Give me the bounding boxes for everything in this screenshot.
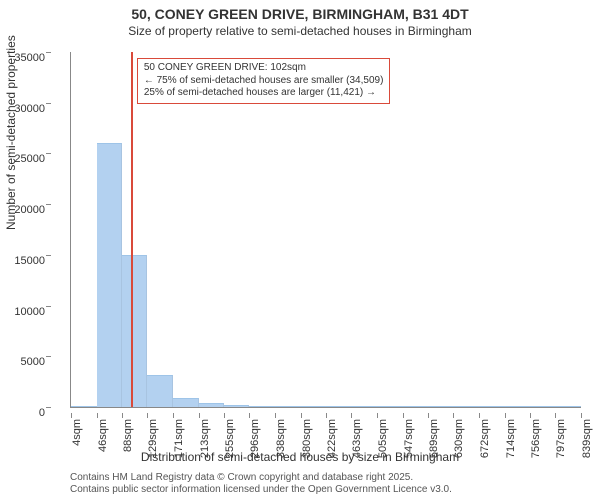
histogram-bar <box>71 406 97 407</box>
property-marker-line <box>131 52 133 407</box>
histogram-bar <box>224 405 249 407</box>
histogram-bar <box>403 406 429 407</box>
histogram-bar <box>97 143 123 407</box>
histogram-bar <box>530 406 555 407</box>
histogram-bar <box>505 406 531 407</box>
annotation-line2: ← 75% of semi-detached houses are smalle… <box>144 75 384 88</box>
footer-line2: Contains public sector information licen… <box>70 484 452 496</box>
y-axis-label: Number of semi-detached properties <box>4 35 18 230</box>
histogram-bar <box>199 403 225 407</box>
histogram-bar <box>249 406 275 407</box>
x-axis-label: Distribution of semi-detached houses by … <box>0 450 600 464</box>
histogram-bar <box>301 406 327 407</box>
plot-area: 050001000015000200002500030000350004sqm4… <box>70 52 581 408</box>
chart-title: 50, CONEY GREEN DRIVE, BIRMINGHAM, B31 4… <box>0 6 600 22</box>
histogram-bar <box>173 398 199 407</box>
annotation-line3: 25% of semi-detached houses are larger (… <box>144 87 384 100</box>
histogram-bar <box>275 406 301 407</box>
histogram-bar <box>351 406 377 407</box>
footer-line1: Contains HM Land Registry data © Crown c… <box>70 472 452 484</box>
histogram-bar <box>453 406 479 407</box>
annotation-box: 50 CONEY GREEN DRIVE: 102sqm← 75% of sem… <box>137 58 391 104</box>
chart-subtitle: Size of property relative to semi-detach… <box>0 24 600 38</box>
histogram-bar <box>122 255 147 407</box>
histogram-bar <box>479 406 505 407</box>
histogram-bar <box>377 406 403 407</box>
annotation-line1: 50 CONEY GREEN DRIVE: 102sqm <box>144 62 384 75</box>
chart-container: 50, CONEY GREEN DRIVE, BIRMINGHAM, B31 4… <box>0 0 600 500</box>
histogram-bar <box>428 406 453 407</box>
histogram-bar <box>555 406 581 407</box>
histogram-bar <box>326 406 351 407</box>
histogram-bar <box>147 375 173 407</box>
footer-attribution: Contains HM Land Registry data © Crown c… <box>70 472 452 496</box>
